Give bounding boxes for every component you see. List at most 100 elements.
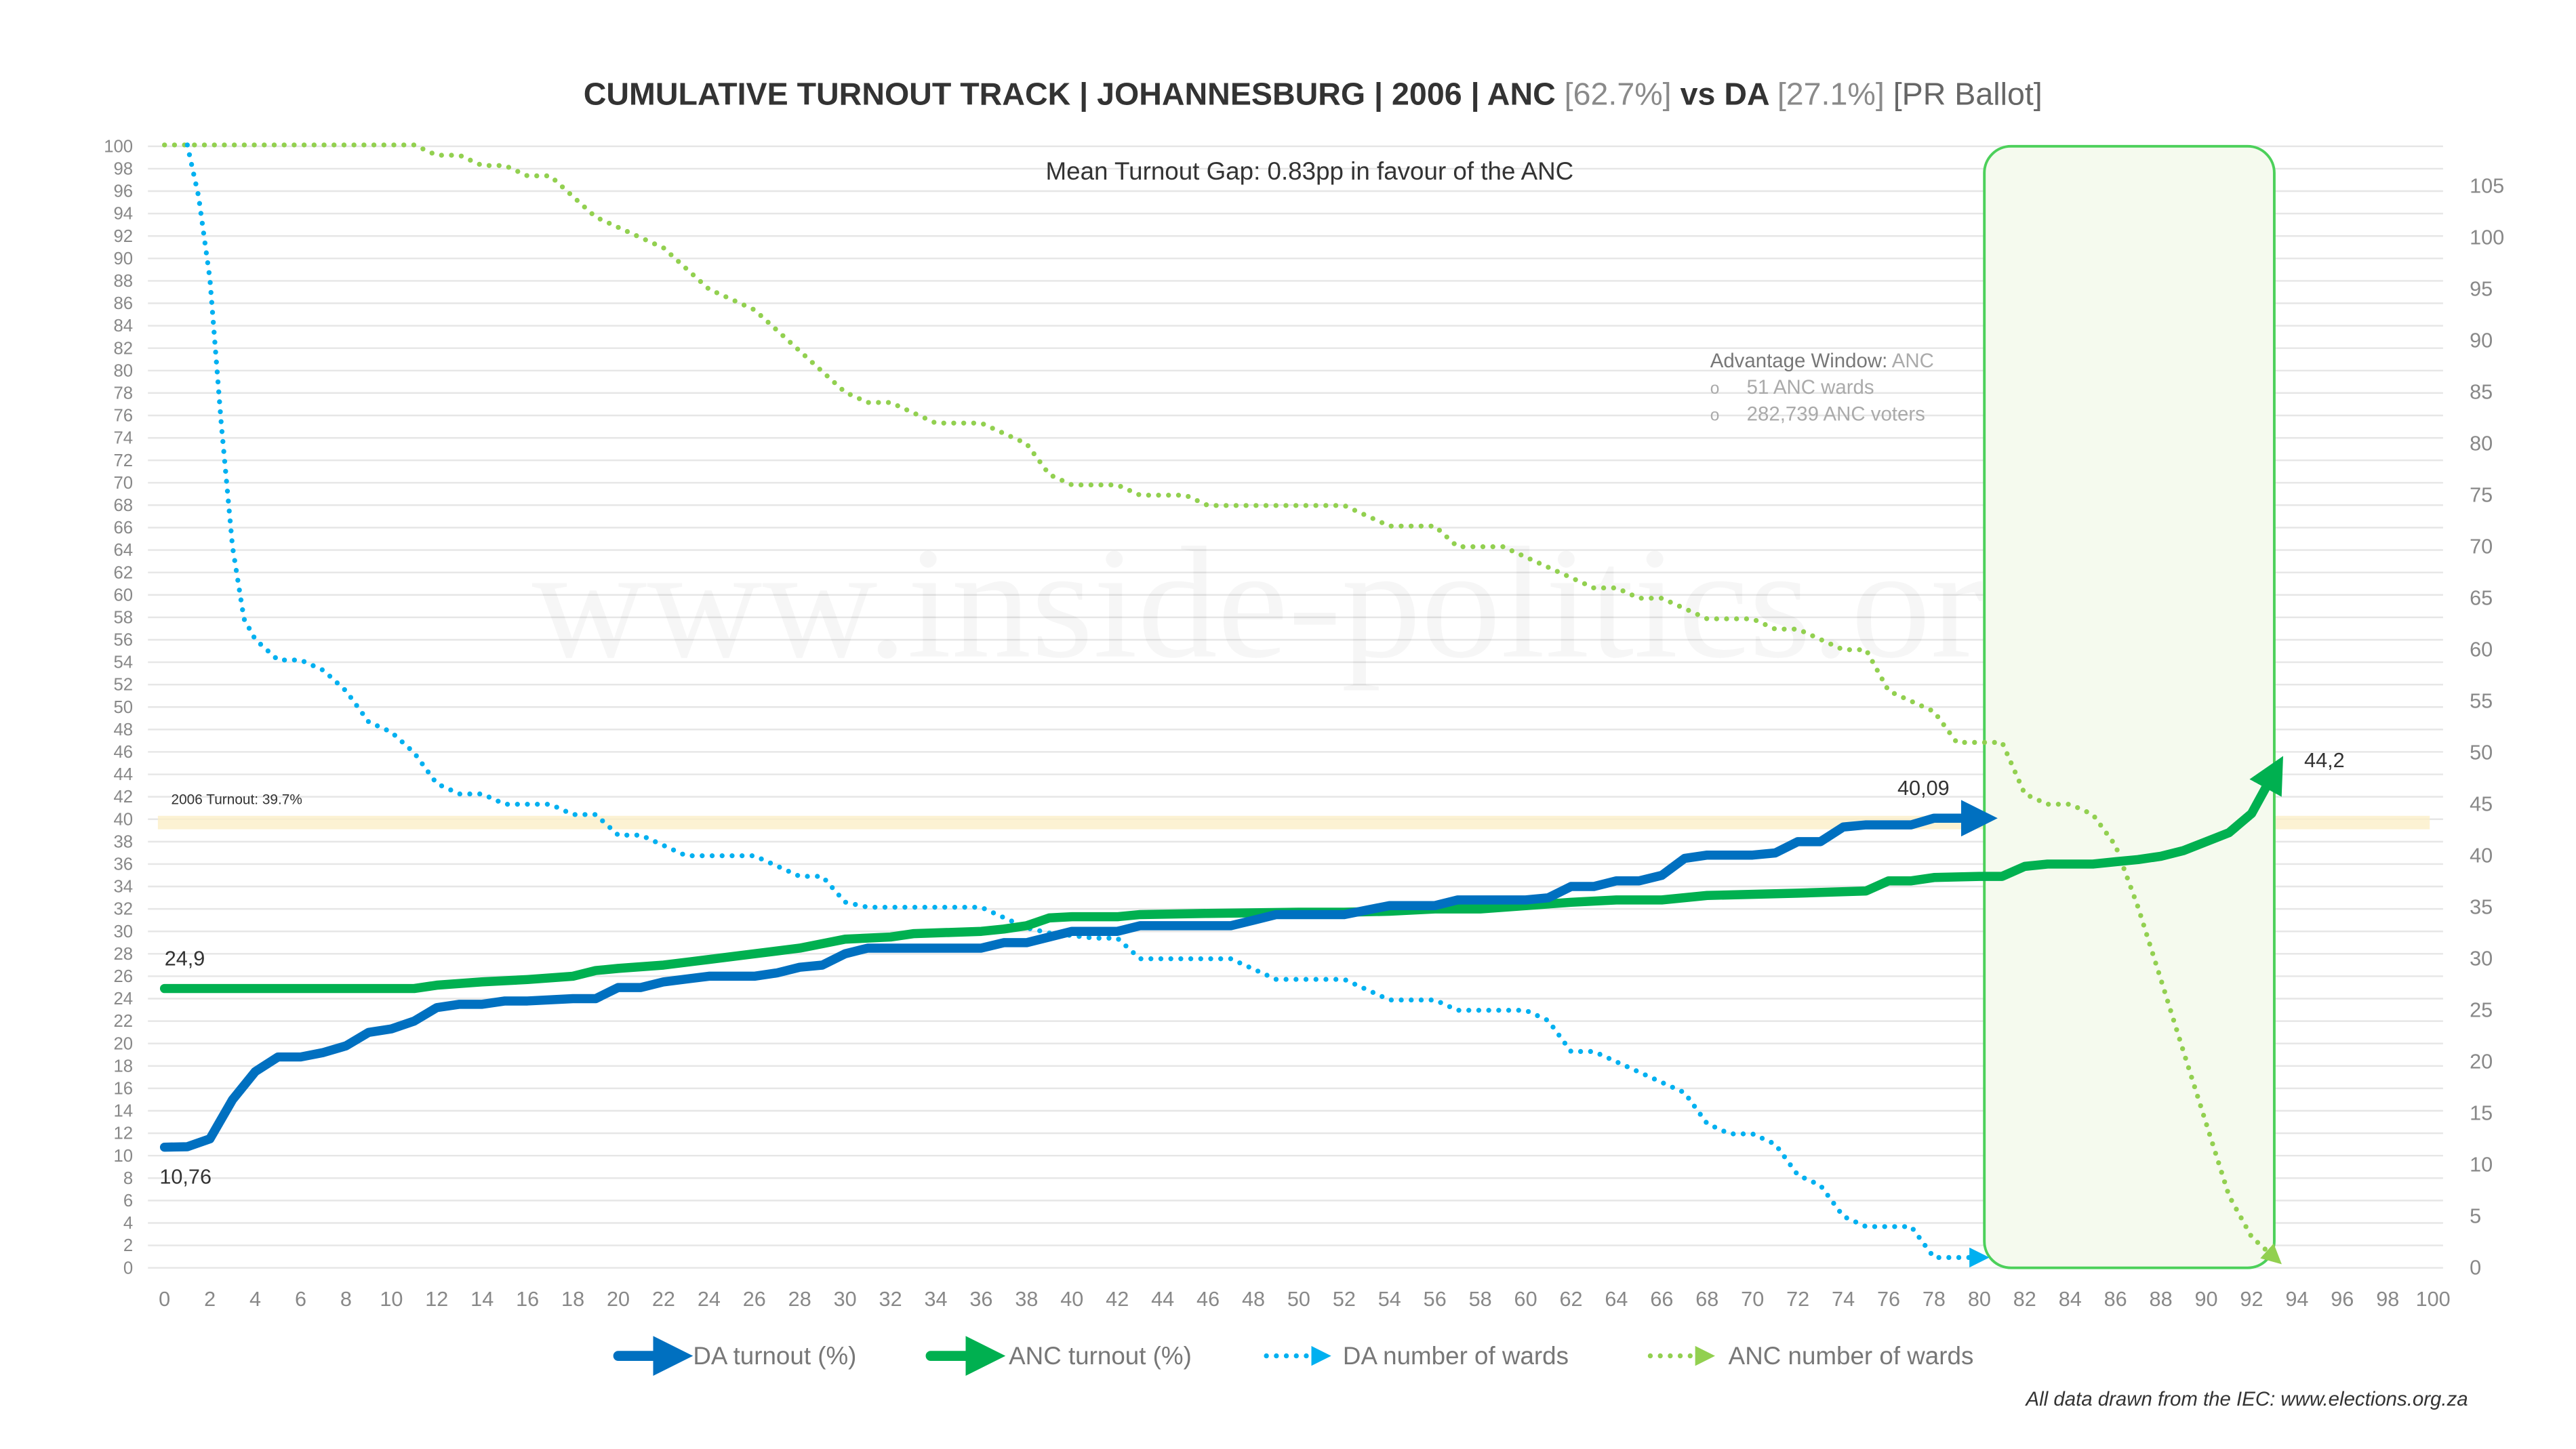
y-left-tick-label: 94 xyxy=(114,205,134,224)
legend-item-anc-turnout[interactable]: ANC turnout (%) xyxy=(925,1336,1192,1376)
x-tick-label: 44 xyxy=(1151,1288,1174,1311)
legend-label: ANC number of wards xyxy=(1729,1342,1974,1370)
y-right-tick-label: 65 xyxy=(2470,586,2493,609)
y-left-tick-label: 30 xyxy=(114,922,134,941)
x-tick-label: 38 xyxy=(1015,1288,1038,1311)
y-left-tick-label: 38 xyxy=(114,832,134,851)
y-left-tick-label: 60 xyxy=(114,586,134,605)
y-left-tick-label: 44 xyxy=(114,765,134,784)
data-label: 10,76 xyxy=(159,1166,212,1189)
advantage-bullet: o xyxy=(1710,406,1720,424)
title-part2: vs DA xyxy=(1672,77,1777,112)
y-left-tick-label: 50 xyxy=(114,698,134,717)
y-left-tick-label: 86 xyxy=(114,294,134,313)
x-tick-label: 24 xyxy=(698,1288,721,1311)
y-right-tick-label: 25 xyxy=(2470,998,2493,1021)
series-anc-turnout xyxy=(159,756,2283,994)
x-tick-label: 62 xyxy=(1559,1288,1582,1311)
x-tick-label: 14 xyxy=(470,1288,494,1311)
y-right-tick-label: 10 xyxy=(2470,1153,2493,1176)
y-right-tick-label: 15 xyxy=(2470,1101,2493,1124)
title-da-pct: [27.1%] xyxy=(1777,77,1885,112)
y-left-tick-label: 92 xyxy=(114,227,134,246)
x-tick-label: 42 xyxy=(1106,1288,1129,1311)
x-tick-label: 36 xyxy=(969,1288,992,1311)
x-tick-label: 52 xyxy=(1333,1288,1356,1311)
title-part3: [PR Ballot] xyxy=(1885,77,2042,112)
data-label: 40,09 xyxy=(1897,777,1950,800)
y-left-tick-label: 32 xyxy=(114,900,134,919)
legend-item-da-turnout[interactable]: DA turnout (%) xyxy=(613,1336,856,1376)
x-tick-label: 58 xyxy=(1469,1288,1492,1311)
series-da-number-of-wards xyxy=(184,142,1990,1268)
data-labels: 10,76 24,9 40,09 44,2 xyxy=(159,749,2344,1189)
y-left-tick-label: 76 xyxy=(114,407,134,426)
y-left-tick-label: 14 xyxy=(114,1102,134,1121)
x-tick-label: 84 xyxy=(2059,1288,2082,1311)
x-tick-label: 94 xyxy=(2285,1288,2308,1311)
y-left-tick-label: 36 xyxy=(114,855,134,874)
x-tick-label: 64 xyxy=(1605,1288,1628,1311)
y-right-tick-label: 70 xyxy=(2470,535,2493,558)
series-lines xyxy=(159,142,2283,1268)
x-tick-label: 40 xyxy=(1060,1288,1083,1311)
y-left-tick-label: 82 xyxy=(114,339,134,358)
x-tick-label: 80 xyxy=(1968,1288,1991,1311)
x-tick-label: 70 xyxy=(1741,1288,1764,1311)
legend-label: DA number of wards xyxy=(1343,1342,1569,1370)
y-right-tick-label: 75 xyxy=(2470,483,2493,506)
x-tick-label: 6 xyxy=(295,1288,306,1311)
y-right-tick-label: 5 xyxy=(2470,1204,2481,1227)
y-left-tick-label: 46 xyxy=(114,743,134,762)
y-right-tick-label: 50 xyxy=(2470,741,2493,764)
legend-item-anc-wards[interactable]: ANC number of wards xyxy=(1647,1342,1974,1370)
x-tick-label: 26 xyxy=(743,1288,766,1311)
x-tick-label: 30 xyxy=(834,1288,857,1311)
y-left-tick-label: 48 xyxy=(114,720,134,739)
y-right-tick-label: 100 xyxy=(2470,226,2504,249)
advantage-heading: Advantage Window: xyxy=(1710,350,1888,372)
y-left-tick-label: 90 xyxy=(114,249,134,268)
chart-title: CUMULATIVE TURNOUT TRACK | JOHANNESBURG … xyxy=(584,77,2042,112)
x-tick-label: 0 xyxy=(159,1288,170,1311)
x-tick-label: 20 xyxy=(607,1288,630,1311)
x-tick-label: 8 xyxy=(340,1288,352,1311)
watermark: www.inside-politics.org xyxy=(532,514,2061,691)
y-left-tick-label: 42 xyxy=(114,788,134,807)
y-left-tick-label: 10 xyxy=(114,1147,134,1166)
y-left-tick-label: 26 xyxy=(114,967,134,986)
y-left-tick-label: 84 xyxy=(114,317,134,335)
y-left-tick-label: 56 xyxy=(114,631,134,650)
y-left-tick-label: 100 xyxy=(104,137,133,156)
y-left-tick-label: 88 xyxy=(114,272,134,291)
advantage-party: ANC xyxy=(1887,350,1934,372)
y-left-tick-label: 96 xyxy=(114,182,134,201)
y-left-tick-label: 12 xyxy=(114,1124,134,1143)
data-label: 24,9 xyxy=(165,947,205,970)
y-right-tick-label: 80 xyxy=(2470,432,2493,455)
x-tick-label: 72 xyxy=(1786,1288,1809,1311)
x-tick-label: 18 xyxy=(561,1288,584,1311)
x-tick-label: 68 xyxy=(1695,1288,1718,1311)
y-right-tick-label: 85 xyxy=(2470,380,2493,403)
x-tick-label: 16 xyxy=(516,1288,539,1311)
y-left-tick-label: 64 xyxy=(114,541,134,560)
y-left-tick-label: 72 xyxy=(114,451,134,470)
x-tick-label: 50 xyxy=(1287,1288,1310,1311)
y-right-tick-label: 55 xyxy=(2470,689,2493,712)
x-tick-label: 78 xyxy=(1923,1288,1946,1311)
advantage-bullet: o xyxy=(1710,380,1720,398)
x-tick-label: 10 xyxy=(380,1288,403,1311)
legend-label: ANC turnout (%) xyxy=(1009,1342,1192,1370)
y-left-tick-label: 98 xyxy=(114,160,134,179)
x-tick-label: 82 xyxy=(2013,1288,2036,1311)
x-tick-label: 4 xyxy=(249,1288,261,1311)
legend-item-da-wards[interactable]: DA number of wards xyxy=(1264,1342,1569,1370)
series-anc-number-of-wards xyxy=(162,142,2282,1265)
x-tick-label: 88 xyxy=(2150,1288,2173,1311)
series-da-turnout xyxy=(159,800,1998,1152)
y-left-tick-label: 18 xyxy=(114,1057,134,1076)
x-tick-label: 34 xyxy=(924,1288,947,1311)
x-tick-label: 74 xyxy=(1832,1288,1855,1311)
y-left-tick-label: 40 xyxy=(114,810,134,829)
